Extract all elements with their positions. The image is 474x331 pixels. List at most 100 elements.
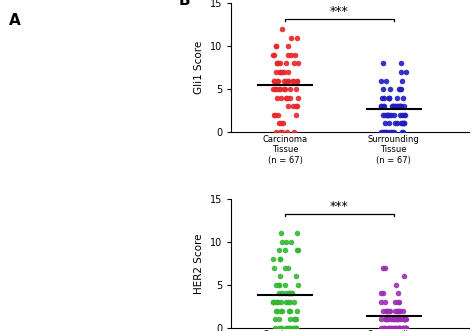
Point bbox=[293, 231, 301, 236]
Point bbox=[400, 104, 407, 109]
Point bbox=[401, 316, 408, 322]
Point bbox=[270, 86, 277, 92]
Point bbox=[386, 86, 394, 92]
Point bbox=[395, 299, 402, 305]
Point bbox=[402, 69, 410, 74]
Point bbox=[272, 129, 280, 135]
Point bbox=[383, 308, 390, 313]
Point bbox=[378, 104, 385, 109]
Point bbox=[280, 86, 288, 92]
Point bbox=[391, 325, 399, 330]
Point bbox=[285, 325, 293, 330]
Point bbox=[397, 86, 404, 92]
Point bbox=[395, 308, 403, 313]
Point bbox=[402, 316, 410, 322]
Point bbox=[385, 112, 392, 118]
Point bbox=[277, 308, 285, 313]
Point bbox=[383, 316, 391, 322]
Point bbox=[395, 316, 403, 322]
Point bbox=[280, 69, 287, 74]
Point bbox=[395, 86, 403, 92]
Point bbox=[391, 104, 398, 109]
Point bbox=[399, 308, 406, 313]
Point bbox=[393, 325, 401, 330]
Point bbox=[282, 95, 290, 100]
Point bbox=[389, 104, 397, 109]
Point bbox=[390, 316, 397, 322]
Point bbox=[382, 78, 390, 83]
Point bbox=[288, 291, 295, 296]
Point bbox=[383, 308, 391, 313]
Point bbox=[383, 129, 390, 135]
Point bbox=[401, 325, 409, 330]
Text: ***: *** bbox=[330, 200, 349, 213]
Point bbox=[394, 308, 401, 313]
Point bbox=[293, 104, 301, 109]
Point bbox=[279, 121, 286, 126]
Point bbox=[385, 95, 393, 100]
Point bbox=[284, 265, 292, 270]
Point bbox=[293, 248, 301, 253]
Point bbox=[281, 78, 288, 83]
Point bbox=[394, 299, 401, 305]
Point bbox=[287, 52, 295, 58]
Point bbox=[292, 325, 300, 330]
Point bbox=[399, 325, 407, 330]
Point bbox=[273, 61, 281, 66]
Point bbox=[289, 104, 296, 109]
Point bbox=[385, 95, 392, 100]
Point bbox=[396, 112, 404, 118]
Point bbox=[283, 325, 290, 330]
Point bbox=[273, 61, 281, 66]
Point bbox=[284, 78, 292, 83]
Point bbox=[292, 104, 300, 109]
Point bbox=[384, 112, 392, 118]
Point bbox=[382, 121, 389, 126]
Point bbox=[384, 316, 392, 322]
Point bbox=[400, 121, 408, 126]
Point bbox=[273, 299, 281, 305]
Point bbox=[383, 112, 390, 118]
Point bbox=[285, 308, 293, 313]
Point bbox=[276, 121, 283, 126]
Point bbox=[381, 325, 389, 330]
Point bbox=[379, 308, 387, 313]
Point bbox=[272, 86, 279, 92]
Point bbox=[273, 112, 281, 118]
Point bbox=[386, 308, 394, 313]
Point bbox=[273, 282, 280, 287]
Point bbox=[379, 265, 387, 270]
Point bbox=[292, 325, 299, 330]
Point bbox=[271, 299, 279, 305]
Point bbox=[285, 291, 292, 296]
Point bbox=[379, 86, 386, 92]
Point bbox=[388, 129, 395, 135]
Point bbox=[401, 112, 409, 118]
Point bbox=[282, 239, 290, 245]
Point bbox=[276, 273, 283, 279]
Point bbox=[270, 265, 278, 270]
Point bbox=[388, 104, 395, 109]
Point bbox=[294, 61, 301, 66]
Point bbox=[273, 44, 280, 49]
Point bbox=[400, 273, 408, 279]
Point bbox=[273, 44, 280, 49]
Point bbox=[380, 129, 387, 135]
Point bbox=[271, 86, 279, 92]
Point bbox=[284, 69, 292, 74]
Point bbox=[377, 78, 384, 83]
Point bbox=[400, 316, 408, 322]
Point bbox=[388, 325, 395, 330]
Point bbox=[397, 69, 404, 74]
Point bbox=[387, 316, 394, 322]
Point bbox=[282, 248, 289, 253]
Point bbox=[288, 291, 296, 296]
Point bbox=[286, 291, 294, 296]
Point bbox=[396, 104, 403, 109]
Point bbox=[392, 316, 399, 322]
Point bbox=[398, 129, 406, 135]
Point bbox=[276, 257, 283, 262]
Point bbox=[283, 325, 291, 330]
Point bbox=[402, 325, 410, 330]
Point bbox=[273, 95, 281, 100]
